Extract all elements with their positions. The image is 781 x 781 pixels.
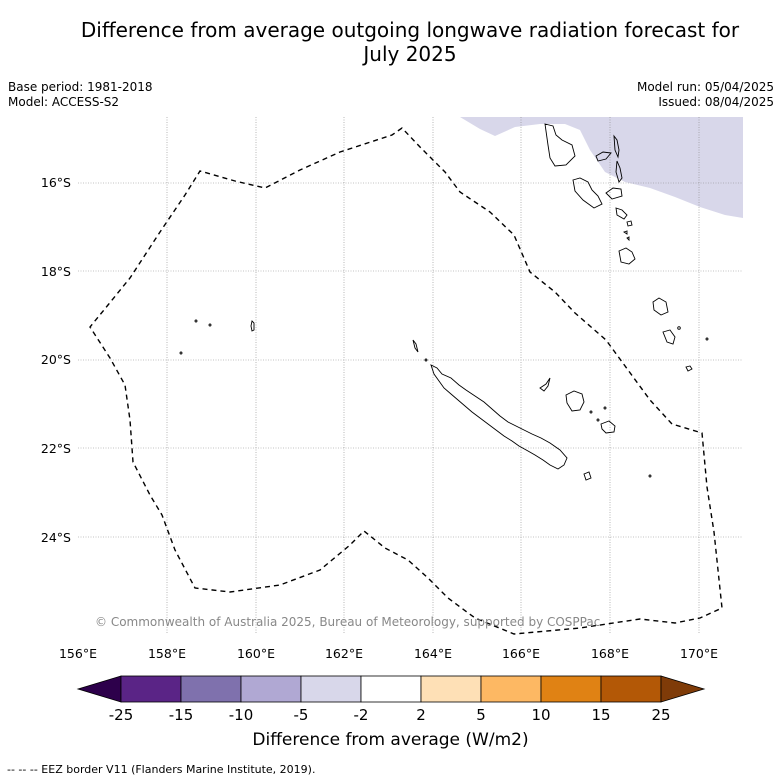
lon-tick-label: 168°E bbox=[591, 646, 629, 661]
chart-title: Difference from average outgoing longwav… bbox=[0, 18, 781, 66]
colorbar-under-arrow bbox=[76, 675, 122, 703]
lon-tick-label: 170°E bbox=[680, 646, 718, 661]
lon-tick-label: 160°E bbox=[237, 646, 275, 661]
colorbar-tick-label: 10 bbox=[531, 706, 550, 724]
lat-tick-label: 16°S bbox=[41, 175, 71, 190]
islands bbox=[179, 123, 709, 481]
lat-tick-label: 24°S bbox=[41, 530, 71, 545]
island-small-a bbox=[622, 230, 628, 235]
island-malakula bbox=[572, 177, 603, 209]
island-shepherd bbox=[626, 220, 633, 227]
island-epi bbox=[615, 207, 628, 220]
colorbar-swatch bbox=[120, 675, 182, 703]
lon-tick-label: 158°E bbox=[148, 646, 186, 661]
lat-ticks: 16°S 18°S 20°S 22°S 24°S bbox=[41, 175, 71, 545]
colorbar-swatch bbox=[540, 675, 602, 703]
colorbar-tick-label: -5 bbox=[294, 706, 309, 724]
lon-ticks: 156°E 158°E 160°E 162°E 164°E 166°E 168°… bbox=[59, 646, 718, 661]
colorbar-tick-label: 15 bbox=[591, 706, 610, 724]
colorbar-tick-label: 2 bbox=[416, 706, 426, 724]
island-ambrym bbox=[605, 187, 623, 200]
lat-tick-label: 18°S bbox=[41, 264, 71, 279]
copyright-text: © Commonwealth of Australia 2025, Bureau… bbox=[95, 615, 600, 629]
eez-border bbox=[89, 127, 723, 635]
base-period: Base period: 1981-2018 bbox=[8, 80, 153, 94]
island-espiritu-santo bbox=[544, 123, 576, 167]
anomaly-region bbox=[460, 117, 743, 218]
model-run: Model run: 05/04/2025 bbox=[636, 80, 774, 94]
island-lifou bbox=[565, 390, 585, 412]
model-name: Model: ACCESS-S2 bbox=[8, 95, 120, 109]
island-maewo bbox=[613, 134, 620, 159]
island-erromango bbox=[652, 297, 669, 316]
island-pentecost bbox=[615, 160, 623, 183]
colorbar bbox=[76, 675, 706, 703]
issued-date: Issued: 08/04/2025 bbox=[658, 95, 774, 109]
island-mare bbox=[600, 420, 616, 434]
colorbar-tick-label: 5 bbox=[476, 706, 486, 724]
colorbar-swatch bbox=[480, 675, 542, 703]
colorbar-tick-label: -25 bbox=[109, 706, 134, 724]
island-isle-of-pines bbox=[583, 471, 592, 481]
colorbar-swatch bbox=[300, 675, 362, 703]
colorbar-swatch bbox=[180, 675, 242, 703]
colorbar-swatch bbox=[420, 675, 482, 703]
gridlines bbox=[78, 117, 743, 634]
lon-tick-label: 166°E bbox=[502, 646, 540, 661]
colorbar-label: Difference from average (W/m2) bbox=[252, 730, 529, 750]
meta-right: Model run: 05/04/2025 Issued: 08/04/2025 bbox=[637, 80, 774, 110]
colorbar-swatch bbox=[600, 675, 662, 703]
island-ouvea bbox=[539, 377, 551, 392]
island-belep bbox=[412, 339, 419, 353]
colorbar-ticks: -25 -15 -10 -5 -2 2 5 10 15 25 bbox=[109, 706, 671, 724]
colorbar-tick-label: -2 bbox=[354, 706, 369, 724]
colorbar-swatch bbox=[240, 675, 302, 703]
colorbar-tick-label: 25 bbox=[651, 706, 670, 724]
lat-tick-label: 20°S bbox=[41, 352, 71, 367]
island-aneityum bbox=[685, 365, 693, 372]
island-small-b bbox=[626, 236, 630, 242]
meta-left: Base period: 1981-2018 Model: ACCESS-S2 bbox=[8, 80, 153, 110]
lon-tick-label: 162°E bbox=[325, 646, 363, 661]
lon-tick-label: 164°E bbox=[414, 646, 452, 661]
island-chesterfield bbox=[250, 320, 255, 332]
colorbar-swatch bbox=[360, 675, 422, 703]
colorbar-tick-label: -15 bbox=[169, 706, 194, 724]
lat-tick-label: 22°S bbox=[41, 441, 71, 456]
colorbar-over-arrow bbox=[660, 675, 706, 703]
island-ambae bbox=[595, 151, 612, 162]
island-tanna bbox=[662, 329, 676, 345]
title-line-1: Difference from average outgoing longwav… bbox=[80, 18, 740, 42]
island-grande-terre bbox=[430, 364, 568, 470]
lon-tick-label: 156°E bbox=[59, 646, 97, 661]
title-line-2: July 2025 bbox=[363, 42, 457, 66]
colorbar-tick-label: -10 bbox=[229, 706, 254, 724]
island-efate bbox=[618, 247, 636, 265]
eez-footnote: -- -- -- EEZ border V11 (Flanders Marine… bbox=[7, 763, 316, 776]
